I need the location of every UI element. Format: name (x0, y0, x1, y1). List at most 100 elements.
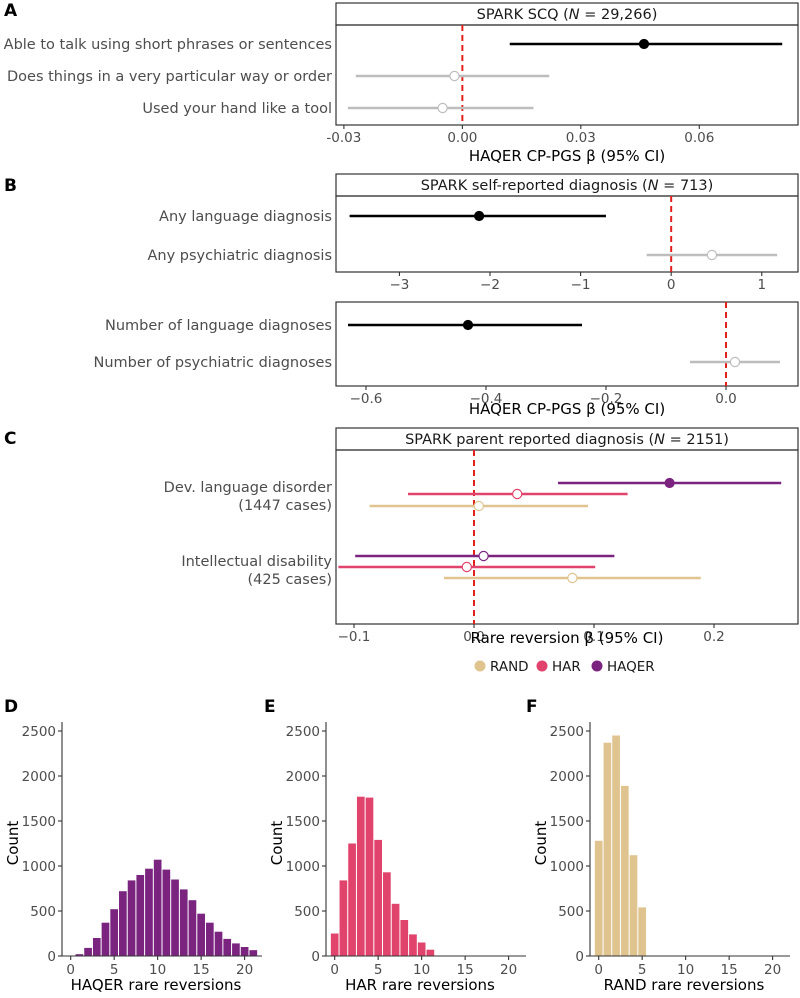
panel-b-row-point (474, 210, 485, 222)
panel-e-y-tick-label: 0 (311, 949, 320, 965)
panel-d-bar (240, 947, 249, 956)
panel-d-bar (145, 868, 153, 956)
legend-key-haqer (591, 660, 603, 672)
panel-a-x-tick-label: 0.06 (684, 130, 714, 146)
panel-a-x-tick-label: 0.00 (447, 130, 477, 146)
panel-c-group-label: Intellectual disability (181, 554, 332, 570)
panel-e-bar (426, 949, 435, 956)
panel-b-frame (335, 301, 799, 387)
panel-d-x-tick-label: 15 (193, 962, 210, 978)
panel-e-bar (374, 839, 383, 956)
panel-e-y-tick-label: 1000 (286, 859, 320, 875)
panel-e-bar (365, 797, 374, 956)
panel-a-x-title: HAQER CP-PGS β (95% CI) (469, 147, 665, 165)
panel-a-plot: Able to talk using short phrases or sent… (4, 24, 799, 165)
panel-f-x-tick-label: 0 (594, 962, 603, 978)
panel-letter-c: C (4, 429, 16, 449)
panel-d-y-tick-label: 2000 (22, 769, 56, 785)
panel-f-x-tick-label: 20 (764, 962, 781, 978)
panel-c-x-tick-label: −0.1 (338, 629, 371, 645)
panel-e-bar (383, 872, 391, 956)
panel-letter-f: F (526, 697, 538, 717)
panel-d-bar (197, 913, 205, 956)
panel-b-x-title: HAQER CP-PGS β (95% CI) (469, 400, 665, 418)
panel-e-y-tick-label: 500 (294, 904, 320, 920)
panel-f-bar (594, 840, 603, 956)
panel-b-x-tick-label: 1 (757, 277, 766, 293)
panel-d-bar (84, 947, 92, 956)
panel-c-legend: RAND HAR HAQER (474, 659, 655, 675)
panel-letter-e: E (264, 697, 276, 717)
panel-f-y-tick-label: 500 (558, 904, 584, 920)
panel-d-y-tick-label: 500 (30, 904, 56, 920)
panel-c-title: SPARK parent reported diagnosis (N = 215… (405, 432, 729, 448)
panel-c-row-har-point (461, 561, 472, 573)
panel-e-y-title: Count (268, 821, 286, 866)
legend-label-haqer: HAQER (607, 659, 655, 675)
panel-f-x-tick-label: 10 (677, 962, 694, 978)
panel-b-x-tick-label: −1 (571, 277, 591, 293)
panel-e-x-tick-label: 10 (413, 962, 430, 978)
panel-a-row-point (638, 38, 650, 50)
panel-b-row-point (729, 356, 741, 368)
panel-d-y-title: Count (4, 821, 22, 866)
panel-c-group-label: Dev. language disorder (164, 480, 332, 496)
panel-e-x-title: HAR rare reversions (345, 976, 495, 994)
panel-d-bar (75, 954, 84, 956)
panel-a-row-point (449, 70, 460, 82)
panel-e-bar (330, 933, 339, 956)
panel-e-bar (348, 843, 356, 956)
panel-e-bar (356, 796, 365, 956)
panel-c-x-tick-label: 0.2 (703, 629, 724, 645)
panel-a-x-tick-label: 0.03 (566, 130, 596, 146)
legend-key-rand (474, 660, 486, 672)
panel-d-bar (179, 889, 188, 956)
panel-b-row-point (706, 249, 718, 261)
panel-c-x-title: Rare reversion β (95% CI) (471, 629, 664, 647)
panel-d-bar (127, 880, 136, 956)
panel-c-group-label: (425 cases) (248, 572, 333, 588)
panel-e-bar (400, 920, 409, 956)
panel-c-x-tick-label: 0.0 (463, 629, 484, 645)
panel-e-x-tick-label: 5 (374, 962, 383, 978)
panel-e-bar (417, 942, 426, 956)
panel-b-subplot-2: Number of language diagnoses Number of ps… (93, 301, 799, 407)
panel-b-row-point (462, 319, 474, 331)
panel-b-row-label: Any psychiatric diagnosis (148, 248, 333, 264)
panel-d-y-tick-label: 2500 (22, 724, 56, 740)
panel-f-bar (629, 855, 638, 956)
panel-letter-d: D (4, 697, 18, 717)
panel-d-bar (171, 879, 179, 956)
panel-f-bar (638, 907, 647, 956)
panel-d-x-title: HAQER rare reversions (71, 976, 242, 994)
legend-label-rand: RAND (490, 659, 529, 675)
panel-b-x-tick-label: −0.4 (470, 391, 503, 407)
panel-e-x-tick-label: 20 (500, 962, 517, 978)
panel-d-y-tick-label: 0 (47, 949, 56, 965)
panel-c-row-haqer-point (478, 550, 489, 562)
panel-f-y-tick-label: 0 (575, 949, 584, 965)
panel-b-title: SPARK self-reported diagnosis (N = 713) (421, 178, 714, 194)
panel-d-bar (249, 950, 258, 956)
panel-a-row-point (437, 102, 448, 114)
panel-d-bar (214, 931, 223, 956)
panel-d-bar (153, 859, 162, 956)
panel-b-row-label: Any language diagnosis (159, 209, 332, 225)
panel-f-y-tick-label: 1000 (550, 859, 584, 875)
panel-b-x-tick-label: −0.2 (590, 391, 623, 407)
panel-e-x-tick-label: 15 (457, 962, 474, 978)
panel-d-bar (92, 938, 101, 956)
panel-e-bar (339, 880, 348, 956)
panel-f-x-tick-label: 5 (638, 962, 647, 978)
panel-e-y-tick-label: 2000 (286, 769, 320, 785)
panel-c-row-har-point (512, 488, 523, 500)
panel-c-plot: Dev. language disorder (1447 cases) Intell… (164, 449, 799, 647)
panel-e-x-tick-label: 0 (330, 962, 339, 978)
panel-c-frame (335, 449, 799, 625)
panel-e-y-tick-label: 2500 (286, 724, 320, 740)
panel-c-x-tick-label: 0.1 (583, 629, 604, 645)
panel-f-y-tick-label: 2500 (550, 724, 584, 740)
